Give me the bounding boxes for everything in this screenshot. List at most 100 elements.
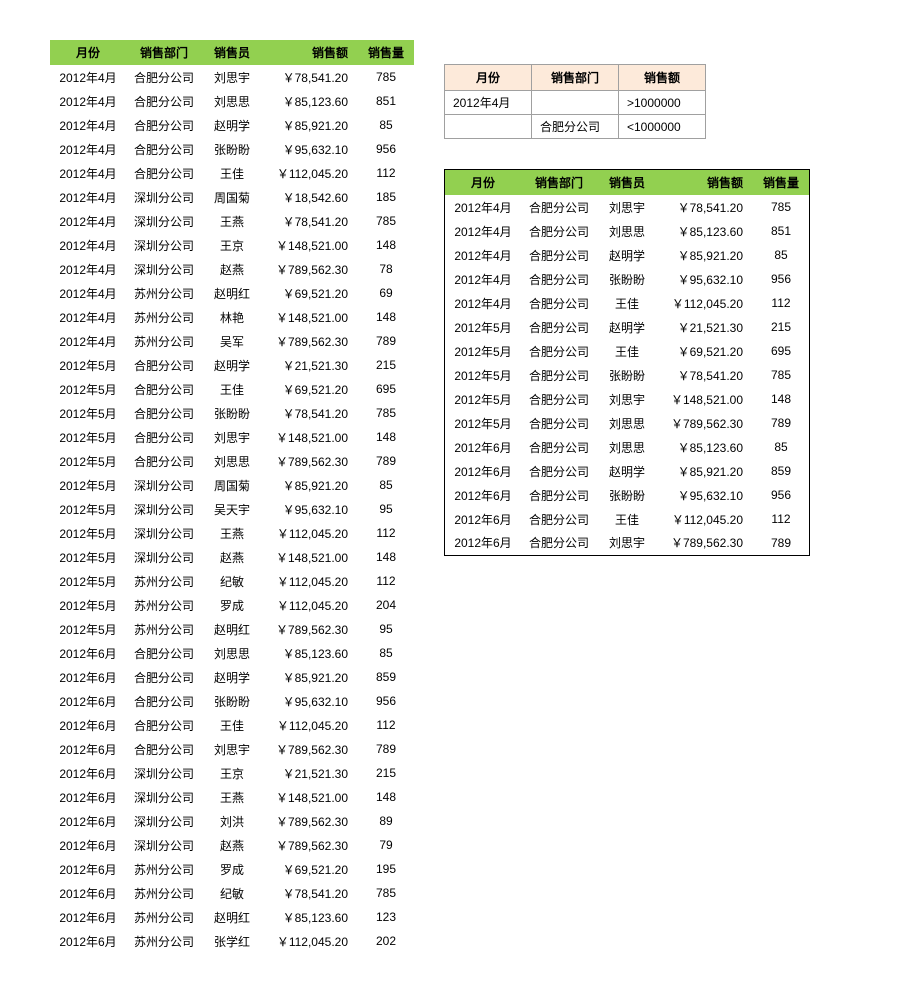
table-cell: 2012年6月 bbox=[445, 459, 522, 483]
table-cell: ￥95,632.10 bbox=[262, 689, 358, 713]
table-cell: 2012年5月 bbox=[445, 363, 522, 387]
table-cell: 纪敏 bbox=[202, 881, 262, 905]
table-cell: 苏州分公司 bbox=[126, 905, 202, 929]
table-cell: 95 bbox=[358, 617, 414, 641]
table-cell: ￥789,562.30 bbox=[262, 617, 358, 641]
table-cell: 张盼盼 bbox=[597, 267, 657, 291]
table-cell: 赵燕 bbox=[202, 833, 262, 857]
table-cell: 苏州分公司 bbox=[126, 857, 202, 881]
table-row: 2012年4月合肥分公司赵明学￥85,921.2085 bbox=[50, 113, 414, 137]
table-row: 2012年5月合肥分公司王佳￥69,521.20695 bbox=[50, 377, 414, 401]
table-cell: 2012年4月 bbox=[445, 243, 522, 267]
table-cell: ￥148,521.00 bbox=[262, 545, 358, 569]
table-cell: ￥789,562.30 bbox=[262, 809, 358, 833]
table-cell: 合肥分公司 bbox=[126, 641, 202, 665]
table-cell: ￥148,521.00 bbox=[262, 233, 358, 257]
table-cell: 王佳 bbox=[597, 339, 657, 363]
table-cell: 刘思宇 bbox=[202, 737, 262, 761]
table-row: 2012年5月合肥分公司张盼盼￥78,541.20785 bbox=[50, 401, 414, 425]
table-cell: 2012年4月 bbox=[50, 329, 126, 353]
table-cell: ￥148,521.00 bbox=[262, 305, 358, 329]
result-header-row: 月份销售部门销售员销售额销售量 bbox=[445, 170, 810, 196]
col-header: 月份 bbox=[445, 65, 532, 91]
table-row: 2012年5月合肥分公司张盼盼￥78,541.20785 bbox=[445, 363, 810, 387]
table-cell: 215 bbox=[753, 315, 810, 339]
table-cell: ￥789,562.30 bbox=[262, 257, 358, 281]
table-cell: 深圳分公司 bbox=[126, 233, 202, 257]
result-wrapper: 月份销售部门销售员销售额销售量 2012年4月合肥分公司刘思宇￥78,541.2… bbox=[444, 169, 810, 556]
table-cell: 85 bbox=[358, 641, 414, 665]
table-cell: 2012年6月 bbox=[50, 761, 126, 785]
table-cell: 112 bbox=[358, 161, 414, 185]
table-cell: ￥69,521.20 bbox=[657, 339, 753, 363]
table-cell: ￥789,562.30 bbox=[262, 833, 358, 857]
table-cell: ￥69,521.20 bbox=[262, 281, 358, 305]
table-cell: <1000000 bbox=[619, 115, 706, 139]
table-row: 2012年6月苏州分公司纪敏￥78,541.20785 bbox=[50, 881, 414, 905]
col-header: 销售员 bbox=[202, 40, 262, 65]
table-cell: ￥78,541.20 bbox=[262, 881, 358, 905]
table-cell: 2012年5月 bbox=[445, 339, 522, 363]
table-cell: ￥69,521.20 bbox=[262, 377, 358, 401]
table-cell: ￥78,541.20 bbox=[657, 195, 753, 219]
col-header: 销售部门 bbox=[521, 170, 597, 196]
table-cell: 刘思思 bbox=[597, 411, 657, 435]
table-cell: 苏州分公司 bbox=[126, 929, 202, 953]
table-cell: 2012年4月 bbox=[50, 257, 126, 281]
table-cell: 刘思思 bbox=[597, 435, 657, 459]
table-cell: 148 bbox=[358, 545, 414, 569]
table-cell: ￥69,521.20 bbox=[262, 857, 358, 881]
table-cell: >1000000 bbox=[619, 91, 706, 115]
table-row: 2012年5月深圳分公司周国菊￥85,921.2085 bbox=[50, 473, 414, 497]
table-cell: 2012年4月 bbox=[50, 137, 126, 161]
table-cell: 王燕 bbox=[202, 209, 262, 233]
table-cell: 合肥分公司 bbox=[521, 339, 597, 363]
table-cell: 赵燕 bbox=[202, 257, 262, 281]
table-cell: ￥112,045.20 bbox=[262, 521, 358, 545]
table-cell: ￥85,921.20 bbox=[262, 665, 358, 689]
main-data-table: 月份销售部门销售员销售额销售量 2012年4月合肥分公司刘思宇￥78,541.2… bbox=[50, 40, 414, 953]
table-cell: ￥78,541.20 bbox=[262, 401, 358, 425]
table-row: 2012年5月苏州分公司罗成￥112,045.20204 bbox=[50, 593, 414, 617]
table-cell: 148 bbox=[753, 387, 810, 411]
table-row: 2012年4月合肥分公司张盼盼￥95,632.10956 bbox=[50, 137, 414, 161]
table-cell: ￥148,521.00 bbox=[657, 387, 753, 411]
table-cell: 89 bbox=[358, 809, 414, 833]
table-cell: ￥95,632.10 bbox=[262, 137, 358, 161]
table-row: 2012年5月深圳分公司吴天宇￥95,632.1095 bbox=[50, 497, 414, 521]
table-row: 合肥分公司<1000000 bbox=[445, 115, 706, 139]
table-cell: 2012年6月 bbox=[50, 905, 126, 929]
table-row: 2012年4月合肥分公司王佳￥112,045.20112 bbox=[445, 291, 810, 315]
table-cell: 合肥分公司 bbox=[521, 411, 597, 435]
table-cell: 789 bbox=[753, 531, 810, 555]
table-cell: 刘思思 bbox=[202, 641, 262, 665]
table-cell: ￥85,921.20 bbox=[657, 243, 753, 267]
col-header: 月份 bbox=[445, 170, 522, 196]
table-row: 2012年5月苏州分公司纪敏￥112,045.20112 bbox=[50, 569, 414, 593]
table-cell: 深圳分公司 bbox=[126, 833, 202, 857]
table-row: 2012年6月合肥分公司王佳￥112,045.20112 bbox=[445, 507, 810, 531]
table-cell: 合肥分公司 bbox=[521, 243, 597, 267]
table-cell: 刘思思 bbox=[597, 219, 657, 243]
table-cell: ￥85,123.60 bbox=[262, 905, 358, 929]
table-cell: 112 bbox=[358, 713, 414, 737]
table-row: 2012年6月合肥分公司刘思思￥85,123.6085 bbox=[445, 435, 810, 459]
table-row: 2012年4月苏州分公司林艳￥148,521.00148 bbox=[50, 305, 414, 329]
table-row: 2012年6月合肥分公司刘思思￥85,123.6085 bbox=[50, 641, 414, 665]
table-row: 2012年4月>1000000 bbox=[445, 91, 706, 115]
table-cell: 2012年5月 bbox=[50, 377, 126, 401]
table-row: 2012年6月深圳分公司赵燕￥789,562.3079 bbox=[50, 833, 414, 857]
table-cell: ￥21,521.30 bbox=[262, 353, 358, 377]
table-row: 2012年4月深圳分公司王京￥148,521.00148 bbox=[50, 233, 414, 257]
table-cell: 2012年6月 bbox=[50, 713, 126, 737]
table-cell: 2012年6月 bbox=[50, 641, 126, 665]
table-cell: ￥95,632.10 bbox=[262, 497, 358, 521]
table-cell: 张盼盼 bbox=[597, 483, 657, 507]
table-cell: 2012年4月 bbox=[50, 209, 126, 233]
table-row: 2012年4月深圳分公司王燕￥78,541.20785 bbox=[50, 209, 414, 233]
table-row: 2012年6月合肥分公司张盼盼￥95,632.10956 bbox=[445, 483, 810, 507]
table-cell: 85 bbox=[358, 113, 414, 137]
table-cell bbox=[445, 115, 532, 139]
page-container: 月份销售部门销售员销售额销售量 2012年4月合肥分公司刘思宇￥78,541.2… bbox=[50, 40, 887, 953]
table-cell: 785 bbox=[358, 401, 414, 425]
